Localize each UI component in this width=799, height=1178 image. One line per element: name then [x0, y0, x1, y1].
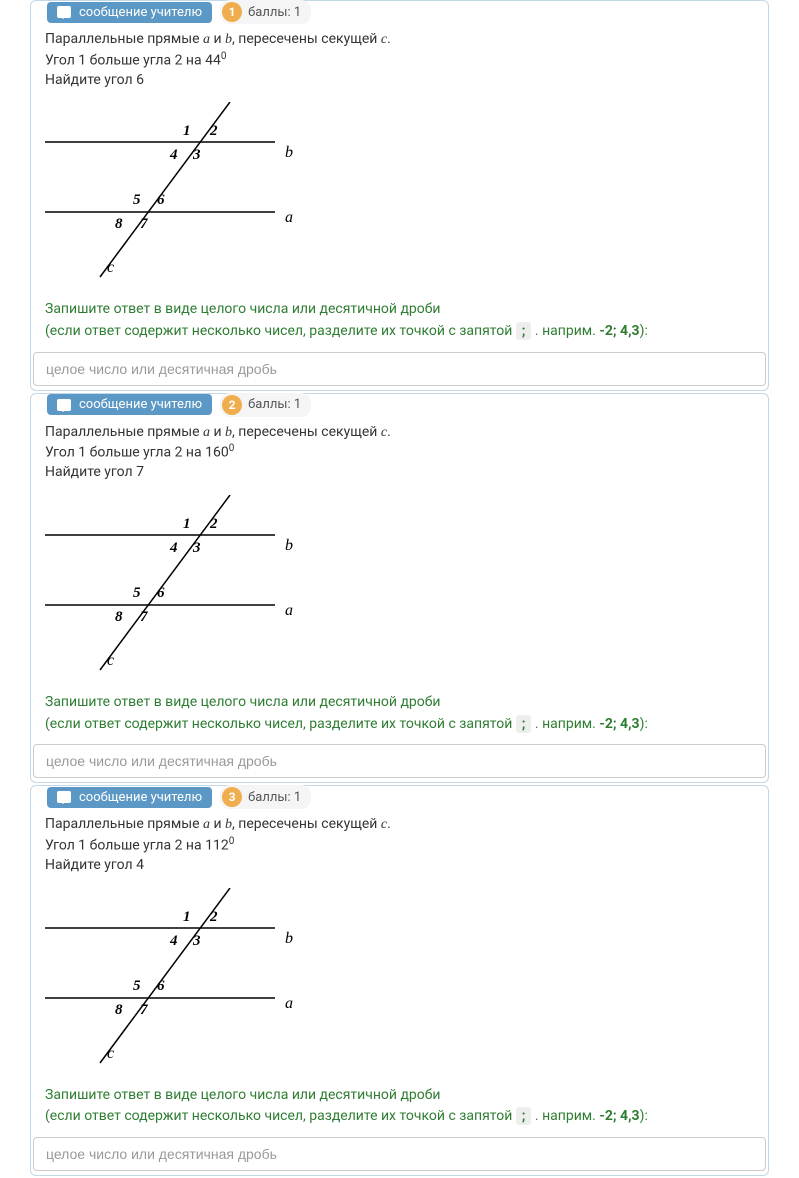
- svg-text:7: 7: [140, 1002, 148, 1018]
- points-badge: 1 баллы: 1: [220, 0, 311, 24]
- answer-input[interactable]: [33, 744, 766, 778]
- hint-format: Запишите ответ в виде целого числа или д…: [45, 300, 754, 320]
- hint-format: Запишите ответ в виде целого числа или д…: [45, 693, 754, 713]
- svg-text:8: 8: [115, 216, 123, 232]
- svg-text:6: 6: [157, 192, 165, 208]
- svg-text:3: 3: [192, 147, 201, 163]
- comment-icon: [57, 791, 71, 803]
- svg-text:1: 1: [183, 909, 191, 925]
- question-header: сообщение учителю 2 баллы: 1: [31, 393, 768, 417]
- svg-text:5: 5: [133, 192, 141, 208]
- answer-input[interactable]: [33, 352, 766, 386]
- question-number-badge: 2: [222, 395, 242, 415]
- angle-diagram: b a c 1 2 43 56 8 7: [45, 102, 305, 282]
- svg-text:7: 7: [140, 609, 148, 625]
- svg-text:c: c: [107, 1045, 114, 1062]
- svg-text:8: 8: [115, 1002, 123, 1018]
- svg-text:2: 2: [209, 909, 218, 925]
- answer-input[interactable]: [33, 1137, 766, 1171]
- problem-line-3: Найдите угол 6: [45, 71, 754, 91]
- points-badge: 3 баллы: 1: [220, 785, 311, 809]
- svg-text:c: c: [107, 259, 114, 276]
- question-body: Параллельные прямые a и b, пересечены се…: [31, 809, 768, 1133]
- svg-text:b: b: [285, 537, 293, 554]
- problem-line-3: Найдите угол 4: [45, 856, 754, 876]
- question-body: Параллельные прямые a и b, пересечены се…: [31, 24, 768, 348]
- svg-text:1: 1: [183, 516, 191, 532]
- message-teacher-button[interactable]: сообщение учителю: [47, 787, 212, 808]
- message-teacher-label: сообщение учителю: [79, 5, 202, 20]
- question-box-1: сообщение учителю 1 баллы: 1 Параллельны…: [30, 0, 769, 391]
- svg-text:c: c: [107, 652, 114, 669]
- svg-text:5: 5: [133, 585, 141, 601]
- angle-diagram: b a c 1 2 43 56 8 7: [45, 495, 305, 675]
- svg-text:5: 5: [133, 978, 141, 994]
- diagram-wrap: b a c 1 2 43 56 8 7: [45, 495, 754, 675]
- svg-text:6: 6: [157, 585, 165, 601]
- svg-text:2: 2: [209, 516, 218, 532]
- message-teacher-label: сообщение учителю: [79, 790, 202, 805]
- problem-line-1: Параллельные прямые a и b, пересечены се…: [45, 815, 754, 835]
- svg-text:4: 4: [169, 933, 178, 949]
- svg-text:a: a: [285, 602, 293, 619]
- problem-line-1: Параллельные прямые a и b, пересечены се…: [45, 423, 754, 443]
- svg-text:7: 7: [140, 216, 148, 232]
- svg-text:b: b: [285, 144, 293, 161]
- svg-text:8: 8: [115, 609, 123, 625]
- question-header: сообщение учителю 1 баллы: 1: [31, 0, 768, 24]
- svg-text:a: a: [285, 209, 293, 226]
- message-teacher-button[interactable]: сообщение учителю: [47, 394, 212, 415]
- diagram-wrap: b a c 1 2 43 56 8 7: [45, 102, 754, 282]
- hint-multi: (если ответ содержит несколько чисел, ра…: [45, 322, 754, 342]
- svg-text:6: 6: [157, 978, 165, 994]
- svg-text:4: 4: [169, 147, 178, 163]
- question-body: Параллельные прямые a и b, пересечены се…: [31, 417, 768, 741]
- comment-icon: [57, 399, 71, 411]
- svg-text:3: 3: [192, 540, 201, 556]
- svg-text:1: 1: [183, 123, 191, 139]
- message-teacher-label: сообщение учителю: [79, 397, 202, 412]
- points-badge: 2 баллы: 1: [220, 393, 311, 417]
- points-label: баллы: 1: [248, 790, 301, 805]
- angle-diagram: b a c 1 2 43 56 8 7: [45, 888, 305, 1068]
- problem-line-2: Угол 1 больше угла 2 на 1120: [45, 835, 754, 856]
- question-number-badge: 1: [222, 2, 242, 22]
- points-label: баллы: 1: [248, 5, 301, 20]
- message-teacher-button[interactable]: сообщение учителю: [47, 2, 212, 23]
- problem-line-3: Найдите угол 7: [45, 463, 754, 483]
- comment-icon: [57, 6, 71, 18]
- problem-line-2: Угол 1 больше угла 2 на 440: [45, 50, 754, 71]
- points-label: баллы: 1: [248, 397, 301, 412]
- question-box-2: сообщение учителю 2 баллы: 1 Параллельны…: [30, 393, 769, 784]
- hint-format: Запишите ответ в виде целого числа или д…: [45, 1086, 754, 1106]
- svg-text:a: a: [285, 995, 293, 1012]
- problem-line-1: Параллельные прямые a и b, пересечены се…: [45, 30, 754, 50]
- svg-text:b: b: [285, 930, 293, 947]
- question-box-3: сообщение учителю 3 баллы: 1 Параллельны…: [30, 785, 769, 1176]
- svg-text:3: 3: [192, 933, 201, 949]
- diagram-wrap: b a c 1 2 43 56 8 7: [45, 888, 754, 1068]
- svg-text:2: 2: [209, 123, 218, 139]
- svg-text:4: 4: [169, 540, 178, 556]
- question-number-badge: 3: [222, 787, 242, 807]
- question-header: сообщение учителю 3 баллы: 1: [31, 785, 768, 809]
- problem-line-2: Угол 1 больше угла 2 на 1600: [45, 442, 754, 463]
- hint-multi: (если ответ содержит несколько чисел, ра…: [45, 1107, 754, 1127]
- hint-multi: (если ответ содержит несколько чисел, ра…: [45, 715, 754, 735]
